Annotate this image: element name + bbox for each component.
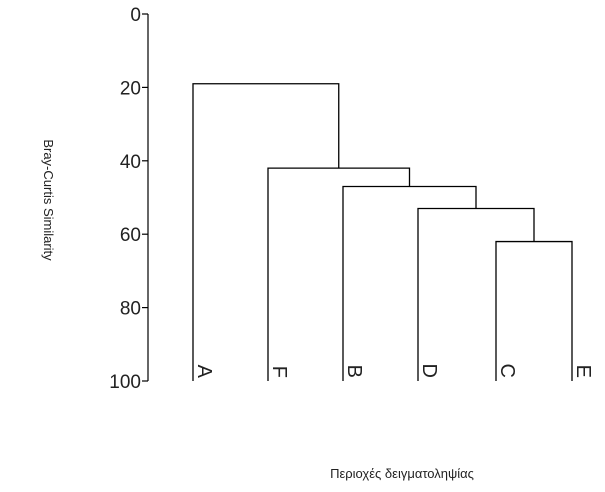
y-tick-label-0: 0 <box>130 5 141 26</box>
leaf-label-D: D <box>418 364 440 378</box>
merge-link-A-F-B-D-C-E <box>192 83 340 381</box>
dendrogram-links <box>192 83 573 381</box>
y-tick-label-60: 60 <box>120 225 141 246</box>
merge-link-F-B-D-C-E <box>267 167 411 381</box>
y-axis-ticks: 0 20 40 60 80 100 <box>109 5 148 393</box>
x-axis-title: Περιοχές δειγματοληψίας <box>330 466 474 481</box>
y-tick-label-80: 80 <box>120 299 141 320</box>
merge-link-D-C-E <box>417 207 535 381</box>
y-tick-label-100: 100 <box>109 372 141 393</box>
leaf-label-A: A <box>193 365 215 379</box>
leaf-label-B: B <box>343 365 365 378</box>
leaf-label-C: C <box>496 364 518 378</box>
leaf-label-F: F <box>268 366 290 378</box>
merge-link-B-D-C-E <box>342 185 477 381</box>
y-tick-label-40: 40 <box>120 152 141 173</box>
y-tick-label-20: 20 <box>120 78 141 99</box>
leaf-label-E: E <box>572 365 594 378</box>
y-axis-title: Bray-Curtis Similarity <box>41 139 56 261</box>
merge-link-C-E <box>495 240 573 381</box>
